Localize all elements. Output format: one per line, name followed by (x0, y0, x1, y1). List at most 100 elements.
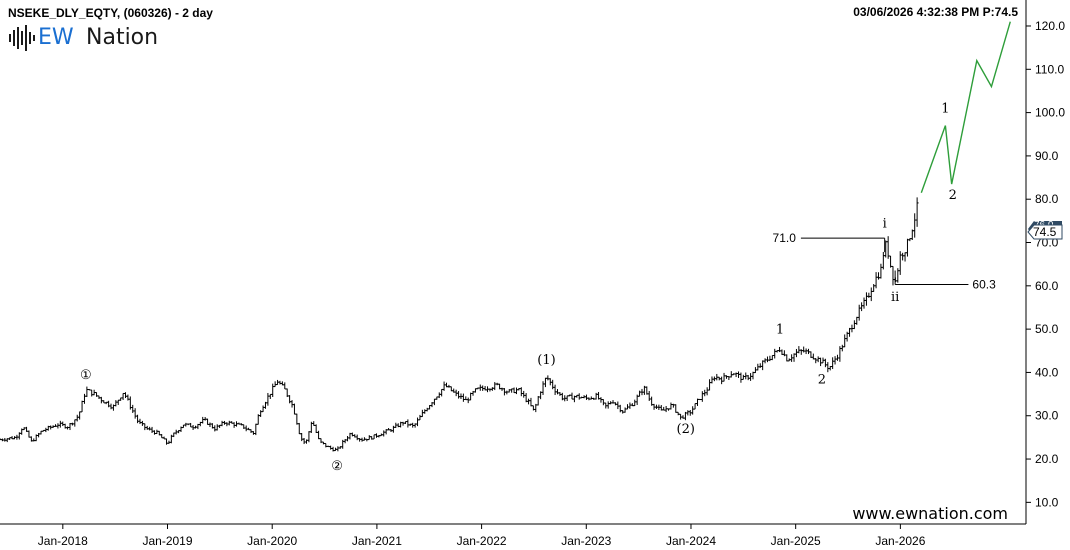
ohlc-bar (401, 421, 405, 426)
ohlc-bar (739, 372, 743, 383)
ohlc-bar (527, 398, 531, 405)
ohlc-bar (375, 433, 379, 438)
wave-label: ① (80, 368, 92, 383)
ohlc-bar (432, 398, 436, 406)
logo-name: Nation (86, 25, 158, 50)
ohlc-bar (705, 387, 709, 396)
x-tick-label: Jan-2026 (875, 534, 925, 548)
ohlc-bar (273, 381, 277, 388)
ohlc-bar (56, 423, 60, 429)
ohlc-bar (268, 393, 272, 399)
ohlc-bar (271, 383, 275, 398)
ohlc-bar (905, 238, 909, 257)
ohlc-bar (307, 431, 311, 443)
ohlc-bar (150, 426, 154, 434)
ohlc-bar (823, 358, 827, 368)
ohlc-bar (794, 348, 798, 358)
ohlc-bar (297, 422, 301, 435)
ohlc-bar (669, 402, 673, 410)
ohlc-bar (278, 380, 282, 385)
ohlc-bar (442, 381, 446, 391)
y-tick-label: 100.0 (1035, 106, 1065, 120)
ohlc-bar (628, 402, 632, 409)
logo-ew: EW (38, 25, 74, 50)
y-tick-label: 110.0 (1035, 62, 1064, 76)
ohlc-bar (519, 387, 523, 397)
ohlc-bar (382, 430, 386, 437)
wave-label: 2 (949, 188, 957, 203)
ohlc-bar (329, 445, 333, 450)
ohlc-bar (148, 426, 152, 431)
ohlc-bar (75, 414, 79, 422)
price-bars (0, 197, 919, 452)
ohlc-bar (901, 252, 905, 261)
ohlc-bar (505, 390, 509, 395)
wave-label: (2) (677, 422, 695, 437)
ohlc-bar (295, 413, 299, 425)
ohlc-bar (522, 390, 526, 398)
ohlc-bar (848, 327, 852, 337)
wave-label: 1 (776, 322, 784, 337)
ohlc-bar (749, 373, 753, 381)
ohlc-bar (116, 399, 120, 405)
ohlc-bar (765, 356, 769, 363)
ohlc-bar (61, 421, 65, 427)
ohlc-bar (802, 346, 806, 353)
ohlc-bar (686, 410, 690, 416)
ohlc-bar (99, 396, 103, 404)
ohlc-bar (541, 381, 545, 395)
ohlc-bar (143, 423, 147, 431)
ohlc-bar (553, 384, 557, 396)
ohlc-bar (152, 430, 156, 435)
ohlc-bar (201, 416, 205, 424)
ohlc-bar (601, 399, 605, 406)
ohlc-bar (546, 375, 550, 381)
ohlc-bar (78, 411, 82, 420)
ohlc-bar (406, 419, 410, 428)
ohlc-bar (302, 437, 306, 445)
ohlc-bar (261, 405, 265, 413)
wave-label: 1 (941, 102, 949, 117)
ohlc-bar (814, 358, 818, 364)
ohlc-bar (840, 344, 844, 352)
ohlc-bar (722, 372, 726, 382)
ohlc-bar (843, 334, 847, 348)
ohlc-bar (833, 356, 837, 365)
projection-layer (920, 21, 1011, 193)
ohlc-bar (741, 374, 745, 380)
ohlc-bar (27, 430, 31, 438)
ohlc-bar (860, 302, 864, 312)
ohlc-bar (457, 391, 461, 399)
ohlc-bar (461, 393, 465, 402)
ohlc-bar (903, 252, 907, 262)
ohlc-bar (360, 437, 364, 442)
ohlc-bar (138, 418, 142, 425)
ohlc-bar (220, 420, 224, 427)
watermark-url: www.ewnation.com (852, 504, 1008, 523)
logo-waveform-icon (9, 25, 35, 51)
ohlc-bar (618, 404, 622, 413)
ohlc-bar (292, 403, 296, 415)
ohlc-bar (584, 394, 588, 400)
x-tick-label: Jan-2022 (457, 534, 507, 548)
ohlc-bar (133, 408, 137, 419)
datetime-price: 03/06/2026 4:32:38 PM P:74.5 (853, 5, 1018, 19)
y-tick-label: 90.0 (1035, 149, 1059, 163)
ohlc-bar (773, 348, 777, 359)
ohlc-bar (418, 414, 422, 421)
wave-label: 2 (818, 372, 826, 387)
ohlc-bar (290, 400, 294, 408)
current-price-tag: 76.0 74.5 (1027, 220, 1063, 240)
ohlc-bar (529, 397, 533, 407)
x-tick-label: Jan-2025 (771, 534, 821, 548)
ohlc-bar (606, 401, 610, 409)
ohlc-bar (266, 392, 270, 406)
ohlc-bar (623, 407, 627, 413)
ohlc-bar (244, 425, 248, 432)
ohlc-bar (857, 304, 861, 321)
ohlc-bar (746, 374, 750, 381)
ohlc-bar (514, 387, 518, 395)
ohlc-bar (693, 403, 697, 410)
ohlc-bar (886, 236, 890, 259)
